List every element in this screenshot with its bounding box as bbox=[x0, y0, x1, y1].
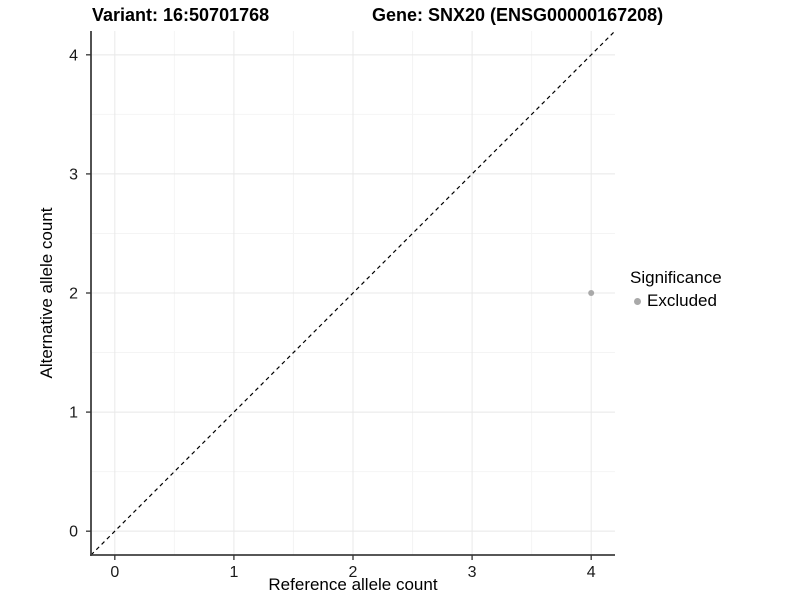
identity-dashed-line bbox=[90, 30, 616, 556]
legend-title: Significance bbox=[630, 268, 722, 287]
y-tick-label: 2 bbox=[69, 286, 78, 303]
y-axis-title: Alternative allele count bbox=[37, 207, 56, 379]
legend-item-label: Excluded bbox=[647, 291, 717, 310]
plot-title-gene: Gene: SNX20 (ENSG00000167208) bbox=[372, 5, 664, 25]
data-point bbox=[588, 290, 595, 296]
x-tick-label: 0 bbox=[110, 564, 119, 581]
legend-point-icon bbox=[634, 297, 641, 305]
x-tick-label: 1 bbox=[229, 564, 238, 581]
y-tick-label: 1 bbox=[69, 405, 78, 422]
y-tick-label: 4 bbox=[69, 47, 78, 64]
x-axis-title: Reference allele count bbox=[268, 575, 438, 594]
legend-item-excluded: Excluded bbox=[630, 291, 722, 311]
y-tick-label: 3 bbox=[69, 166, 78, 183]
y-tick-label: 0 bbox=[69, 524, 78, 541]
x-tick-label: 2 bbox=[349, 564, 358, 581]
x-tick-label: 3 bbox=[468, 564, 477, 581]
legend: Significance Excluded bbox=[630, 268, 722, 311]
plot-title-variant: Variant: 16:50701768 bbox=[92, 5, 270, 25]
x-tick-label: 4 bbox=[587, 564, 596, 581]
